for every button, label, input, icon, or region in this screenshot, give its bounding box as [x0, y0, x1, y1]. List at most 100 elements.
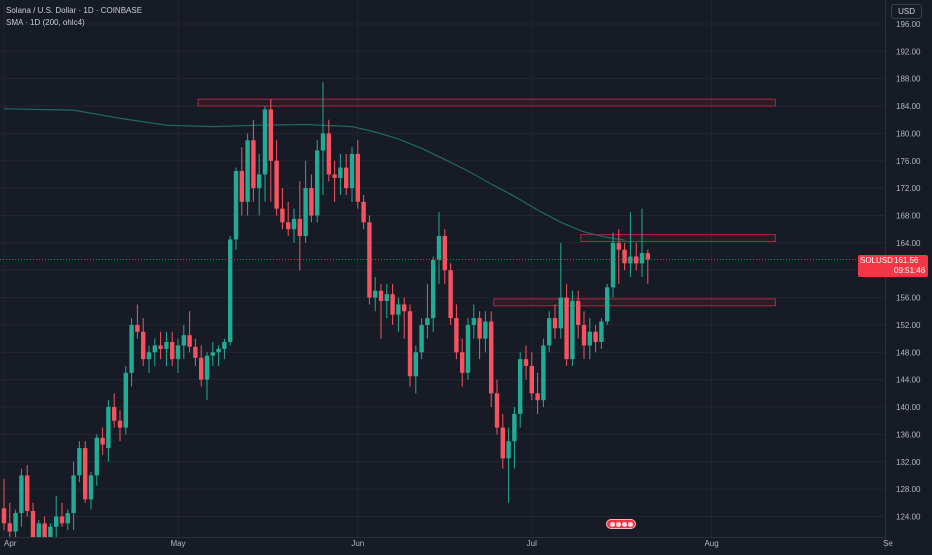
candle [88, 472, 94, 510]
candle [326, 119, 331, 182]
candle-body [616, 242, 621, 250]
candle [210, 342, 215, 366]
price-tick-label: 196.00 [896, 20, 921, 29]
candle-body [30, 511, 36, 537]
candle [117, 410, 123, 442]
candle-body [25, 475, 30, 512]
candle [367, 215, 372, 305]
symbol-title[interactable]: Solana / U.S. Dollar · 1D · COINBASE [6, 6, 143, 15]
candle [547, 311, 552, 353]
candle [506, 427, 511, 503]
candle [135, 304, 140, 339]
candle-body [251, 140, 256, 189]
candle-body [100, 437, 105, 445]
candle [315, 140, 320, 223]
time-tick-label: Apr [4, 539, 17, 548]
candle-body [204, 355, 210, 380]
candle-body [622, 249, 627, 264]
candle [373, 277, 378, 312]
candle [558, 242, 563, 339]
price-tick-label: 184.00 [896, 102, 921, 111]
price-tick-label: 132.00 [896, 458, 921, 467]
candle [518, 352, 523, 428]
resistance-zone-rect[interactable] [197, 98, 776, 107]
zones-layer[interactable] [197, 98, 776, 307]
candle-body [367, 222, 372, 298]
candle-body [112, 407, 117, 421]
candle [419, 318, 424, 360]
candle-body [413, 352, 418, 377]
candle [164, 331, 169, 366]
candle [634, 242, 639, 271]
time-tick-label: Jul [527, 539, 537, 548]
candle [286, 201, 291, 237]
candle-body [239, 171, 244, 202]
currency-button[interactable]: USD [891, 4, 922, 19]
candle-body [489, 321, 494, 394]
candle [7, 502, 12, 537]
candle [175, 338, 181, 373]
candle [512, 407, 517, 469]
candle-body [117, 420, 123, 428]
candle-body [634, 256, 639, 264]
price-tick-label: 148.00 [896, 348, 921, 357]
candle-body [303, 188, 308, 237]
candle-body [378, 290, 384, 301]
resistance-zone-rect[interactable] [580, 234, 776, 242]
candle [233, 167, 239, 250]
candle [361, 194, 366, 230]
candle-body [42, 523, 47, 548]
resistance-zone-rect[interactable] [493, 298, 776, 307]
candle-body [402, 304, 407, 312]
candle-body [36, 523, 41, 537]
candle [605, 283, 610, 325]
candle-body [628, 256, 633, 264]
candle [181, 324, 186, 360]
candle [262, 106, 268, 202]
candle-body [547, 318, 552, 346]
time-axis-background[interactable] [0, 537, 932, 550]
candle-body [320, 133, 326, 151]
candle-body [361, 201, 366, 223]
candle-body [280, 208, 285, 223]
candle-body [268, 109, 273, 161]
candle-body [170, 342, 175, 360]
candle [158, 331, 163, 360]
price-tag-symbol: SOLUSD [860, 255, 893, 265]
candle [639, 208, 645, 278]
candle-body [587, 331, 592, 346]
price-tick-label: 176.00 [896, 157, 921, 166]
candle [622, 242, 627, 271]
candle [454, 304, 459, 360]
sma-layer [3, 108, 625, 241]
candle-body [141, 331, 146, 360]
candle [83, 441, 88, 503]
candle [297, 181, 302, 271]
candle-body [216, 348, 221, 353]
candle-body [610, 242, 616, 288]
candle-body [373, 290, 378, 298]
candle-body [384, 294, 389, 301]
candle [529, 352, 534, 401]
candle-body [448, 270, 453, 319]
candle [587, 318, 592, 360]
candle [581, 311, 587, 360]
candle-body [123, 372, 128, 428]
sma-indicator-label[interactable]: SMA · 1D (200, ohlc4) [6, 18, 85, 27]
time-tick-label: Jun [351, 539, 364, 548]
candle [483, 311, 488, 353]
candle-body [291, 218, 297, 230]
candle-body [483, 321, 488, 339]
candle-body [175, 345, 181, 360]
candle-body [88, 475, 94, 500]
candle [523, 345, 529, 380]
candle-body [349, 153, 355, 189]
candle [425, 283, 430, 339]
events-pill[interactable] [606, 519, 636, 529]
candle-body [274, 160, 279, 209]
event-dot-icon [621, 521, 627, 527]
candle [396, 297, 401, 332]
candle-body [523, 359, 529, 366]
